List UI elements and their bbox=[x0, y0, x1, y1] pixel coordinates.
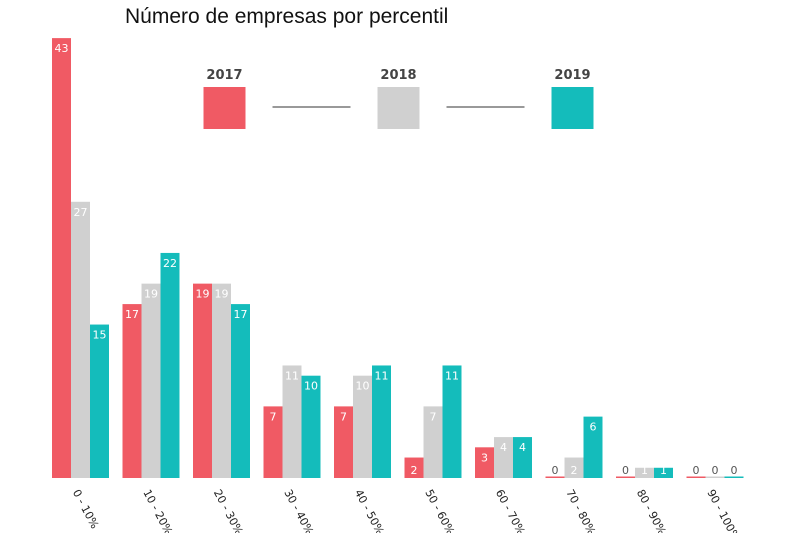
data-label-2017-6: 2 bbox=[411, 464, 418, 477]
data-label-2018-7: 4 bbox=[500, 441, 507, 454]
data-label-2018-9: 1 bbox=[641, 464, 648, 477]
bar-2019-9 bbox=[654, 467, 673, 478]
data-label-2017-8: 0 bbox=[552, 464, 559, 477]
bar-2017-4 bbox=[263, 406, 283, 478]
x-tick-label-2: 10 - 20% bbox=[140, 487, 175, 533]
legend-label-2018: 2018 bbox=[380, 68, 416, 83]
x-tick-label-10: 90 - 100% bbox=[704, 487, 742, 533]
bar-2019-2 bbox=[160, 252, 180, 478]
legend-swatch-2018 bbox=[377, 87, 420, 129]
data-label-2018-6: 7 bbox=[430, 410, 437, 423]
data-label-2018-10: 0 bbox=[712, 464, 719, 477]
legend-label-2019: 2019 bbox=[554, 68, 590, 83]
data-label-2017-3: 19 bbox=[196, 288, 210, 301]
x-tick-label-6: 50 - 60% bbox=[422, 487, 457, 533]
bar-2019-6 bbox=[442, 365, 462, 478]
data-label-2019-4: 10 bbox=[304, 380, 318, 393]
x-tick-label-5: 40 - 50% bbox=[352, 487, 387, 533]
bar-2017-2 bbox=[122, 304, 142, 478]
data-label-2018-3: 19 bbox=[215, 288, 229, 301]
bar-2017-10 bbox=[686, 476, 706, 478]
chart-title: Número de empresas por percentil bbox=[125, 5, 448, 28]
data-label-2017-1: 43 bbox=[55, 42, 69, 55]
bar-2018-1 bbox=[71, 201, 90, 479]
legend-swatch-2019 bbox=[551, 87, 594, 129]
bar-2018-3 bbox=[212, 283, 231, 478]
bars-group bbox=[52, 38, 744, 479]
legend-label-2017: 2017 bbox=[206, 68, 242, 83]
bar-2018-10 bbox=[705, 476, 725, 478]
data-label-2019-3: 17 bbox=[234, 308, 248, 321]
data-label-2019-10: 0 bbox=[731, 464, 738, 477]
bar-2018-8 bbox=[564, 457, 584, 478]
data-label-2017-4: 7 bbox=[270, 410, 277, 423]
bar-2018-2 bbox=[141, 283, 161, 478]
bar-2018-9 bbox=[635, 467, 654, 478]
bar-2019-8 bbox=[583, 416, 603, 478]
data-label-2017-10: 0 bbox=[693, 464, 700, 477]
bar-2017-5 bbox=[334, 406, 353, 478]
bar-2018-6 bbox=[423, 406, 443, 478]
bar-2019-1 bbox=[90, 324, 109, 478]
data-label-2019-1: 15 bbox=[93, 329, 107, 342]
data-label-2019-7: 4 bbox=[519, 441, 526, 454]
legend: 2017 2018 2019 bbox=[203, 68, 594, 129]
data-label-2018-5: 10 bbox=[356, 380, 370, 393]
data-label-2019-2: 22 bbox=[163, 257, 177, 270]
bar-2019-10 bbox=[724, 476, 744, 478]
data-label-2018-8: 2 bbox=[571, 464, 578, 477]
x-tick-label-3: 20 - 30% bbox=[211, 487, 246, 533]
data-label-2019-9: 1 bbox=[660, 464, 667, 477]
legend-swatch-2017 bbox=[203, 87, 246, 129]
data-label-2019-6: 11 bbox=[445, 369, 459, 382]
x-tick-label-9: 80 - 90% bbox=[634, 487, 669, 533]
bar-2017-7 bbox=[475, 447, 494, 478]
bar-2018-7 bbox=[494, 437, 513, 478]
x-tick-label-8: 70 - 80% bbox=[563, 487, 598, 533]
bar-2017-8 bbox=[545, 476, 565, 478]
data-label-2018-1: 27 bbox=[74, 206, 88, 219]
x-tick-label-1: 0 - 10% bbox=[70, 487, 101, 531]
data-label-2019-8: 6 bbox=[590, 421, 597, 434]
x-tick-labels-group: 0 - 10% 10 - 20% 20 - 30% 30 - 40% 40 - 50% 5… bbox=[70, 487, 742, 533]
bar-2017-9 bbox=[616, 476, 635, 478]
x-tick-label-7: 60 - 70% bbox=[493, 487, 528, 533]
bar-2019-4 bbox=[301, 375, 321, 478]
bar-2017-3 bbox=[193, 283, 212, 478]
bar-2018-5 bbox=[353, 375, 372, 478]
data-label-2017-5: 7 bbox=[340, 410, 347, 423]
bar-2018-4 bbox=[282, 365, 302, 478]
bar-2019-3 bbox=[231, 304, 250, 478]
data-label-2018-4: 11 bbox=[285, 369, 299, 382]
bar-2019-5 bbox=[372, 365, 391, 478]
bar-2019-7 bbox=[513, 437, 532, 478]
bar-2017-1 bbox=[52, 38, 71, 479]
data-label-2017-2: 17 bbox=[125, 308, 139, 321]
data-label-2017-7: 3 bbox=[481, 451, 488, 464]
x-tick-label-4: 30 - 40% bbox=[281, 487, 316, 533]
bar-2017-6 bbox=[404, 457, 424, 478]
data-label-2018-2: 19 bbox=[144, 288, 158, 301]
data-label-2017-9: 0 bbox=[622, 464, 629, 477]
data-label-2019-5: 11 bbox=[375, 369, 389, 382]
